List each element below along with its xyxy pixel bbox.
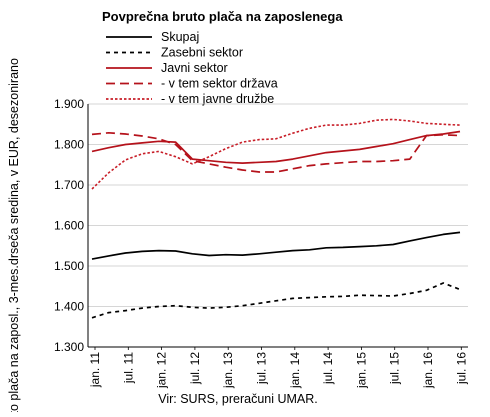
x-tick-label: jul. 14 — [321, 352, 335, 385]
legend-label: Skupaj — [161, 30, 199, 44]
y-tick-label: 1.700 — [54, 178, 84, 192]
y-tick-label: 1.600 — [54, 219, 84, 233]
x-tick-label: jan. 12 — [155, 352, 169, 389]
x-tick-label: jul. 16 — [454, 352, 468, 385]
x-ticks: jan. 11 jul. 11 jan. 12 jul. 12 jan. 13 jul. … — [88, 347, 468, 389]
x-tick-label: jan. 15 — [354, 352, 368, 389]
legend-label: - v tem sektor država — [161, 77, 278, 91]
series-line — [91, 231, 461, 260]
y-axis-label: Bruto plača na zaposl., 3-mes.drseča sre… — [7, 58, 21, 412]
series-line — [91, 130, 461, 164]
series-line — [91, 282, 461, 319]
series-group — [91, 118, 461, 319]
legend-label: Javni sektor — [161, 61, 228, 75]
x-tick-label: jan. 13 — [221, 352, 235, 389]
chart-title: Povprečna bruto plača na zaposlenega — [102, 9, 343, 24]
x-tick-label: jul. 15 — [388, 352, 402, 385]
y-tick-label: 1.900 — [54, 97, 84, 111]
x-tick-label: jul. 13 — [255, 352, 269, 385]
legend-label: Zasebni sektor — [161, 46, 243, 60]
x-tick-label: jan. 11 — [88, 352, 102, 388]
grid — [87, 103, 468, 348]
x-tick-label: jan. 16 — [421, 352, 435, 389]
series-line — [91, 131, 461, 173]
x-tick-label: jan. 14 — [288, 352, 302, 389]
y-tick-label: 1.800 — [54, 138, 84, 152]
y-tick-label: 1.500 — [54, 259, 84, 273]
x-tick-label: jul. 11 — [121, 352, 135, 384]
y-ticks: 1.300 1.400 1.500 1.600 1.700 1.800 1.900 — [54, 97, 84, 354]
source-note: Vir: SURS, preračuni UMAR. — [158, 392, 318, 406]
legend-label: - v tem javne družbe — [161, 92, 274, 106]
x-tick-label: jul. 12 — [188, 352, 202, 385]
y-tick-label: 1.400 — [54, 300, 84, 314]
y-tick-label: 1.300 — [54, 340, 84, 354]
series-line — [91, 118, 461, 190]
